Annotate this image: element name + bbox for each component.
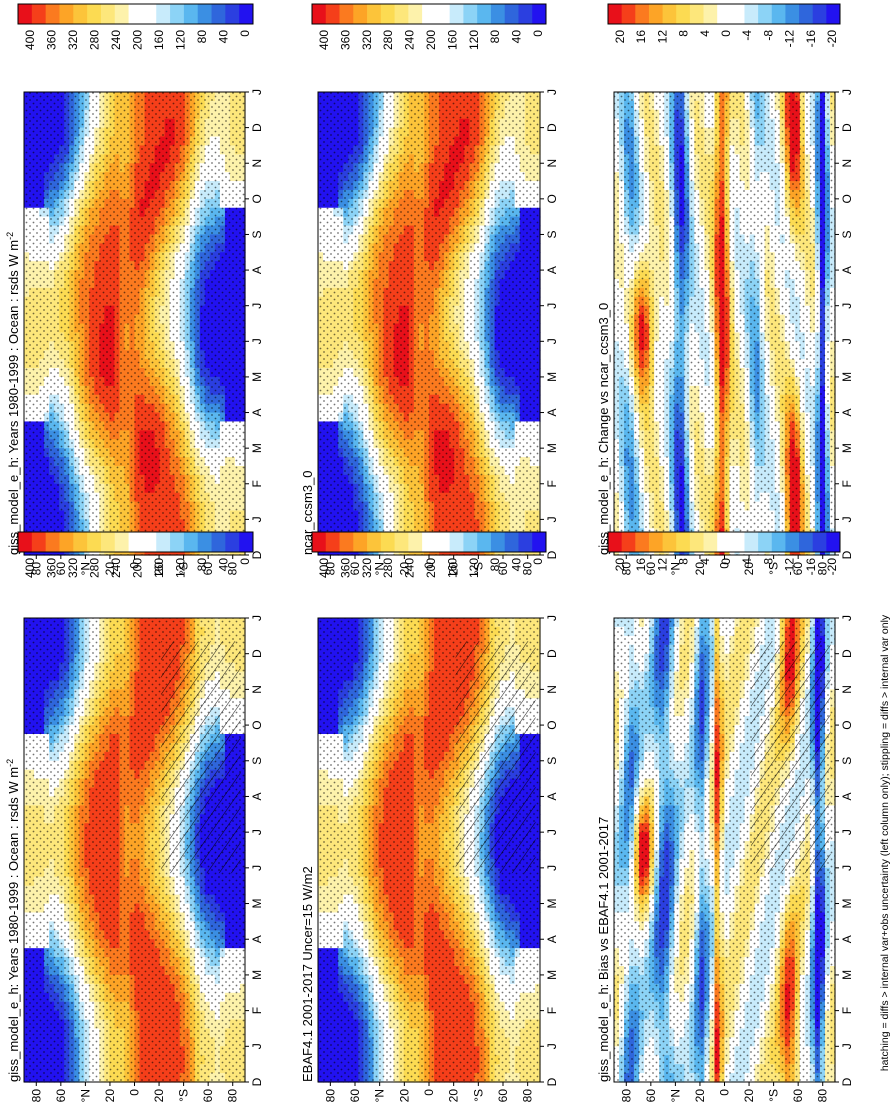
x-tick-label: 80 (29, 1089, 43, 1102)
y-tick-label: J (250, 829, 264, 835)
y-tick-label: A (250, 792, 264, 800)
x-tick-label: 20 (103, 1089, 117, 1102)
y-tick-label: D (250, 123, 264, 132)
y-tick-label: N (250, 159, 264, 168)
stippling-overlay (24, 92, 245, 555)
y-tick-label: M (250, 443, 264, 453)
y-tick-label: A (250, 409, 264, 417)
heatmap-panel-top-right: 80 60 °N 20 0 20 °S 60 80 D J F M A M J J A S O N D Jgiss_mode… (5, 89, 264, 575)
y-tick-label: J (250, 615, 264, 621)
x-tick-label: 0 (128, 562, 142, 569)
x-tick-label: 60 (54, 1089, 68, 1102)
y-tick-label: D (250, 649, 264, 658)
y-tick-label: S (250, 230, 264, 238)
title-superscript: -2 (5, 232, 15, 240)
x-tick-label: 80 (226, 1089, 240, 1102)
x-tick-label: 80 (29, 562, 43, 576)
y-tick-label: M (250, 970, 264, 980)
y-tick-label: J (250, 516, 264, 522)
y-tick-label: J (250, 338, 264, 344)
x-tick-label: 60 (54, 562, 68, 576)
x-tick-label: °N (78, 1089, 92, 1102)
x-tick-label: 60 (201, 1089, 215, 1102)
y-tick-label: A (250, 266, 264, 274)
y-tick-label: J (250, 1043, 264, 1049)
heatmap-panel-top-left: 80 60 °N 20 0 20 °S 60 80 D J F M A M J J A S O N D Jgiss_mode… (5, 615, 264, 1102)
y-tick-label: F (250, 1007, 264, 1014)
y-tick-label: D (250, 1077, 264, 1086)
y-tick-label: S (250, 757, 264, 765)
x-tick-label: 0 (128, 1089, 142, 1096)
y-tick-label: F (250, 480, 264, 487)
y-tick-label: M (250, 899, 264, 909)
y-tick-label: O (250, 194, 264, 203)
hatching-overlay (161, 641, 241, 874)
y-tick-label: M (250, 372, 264, 382)
x-tick-label: 20 (152, 1089, 166, 1102)
x-tick-label: °S (177, 562, 191, 575)
y-tick-label: O (250, 720, 264, 729)
x-tick-label: 20 (152, 562, 166, 576)
title-superscript: -2 (5, 759, 15, 767)
y-tick-label: J (250, 865, 264, 871)
x-tick-label: °S (177, 1089, 191, 1102)
x-tick-label: °N (78, 562, 92, 575)
y-tick-label: J (250, 303, 264, 309)
x-tick-label: 20 (103, 562, 117, 576)
y-tick-label: J (250, 89, 264, 95)
x-tick-label: 60 (201, 562, 215, 576)
y-tick-label: A (250, 935, 264, 943)
x-tick-label: 80 (226, 562, 240, 576)
panel-title: giss_model_e_h: Years 1980-1999 : Ocean … (5, 759, 21, 1082)
y-tick-label: N (250, 685, 264, 694)
y-tick-label: D (250, 550, 264, 559)
panel-title: giss_model_e_h: Years 1980-1999 : Ocean … (5, 232, 21, 555)
